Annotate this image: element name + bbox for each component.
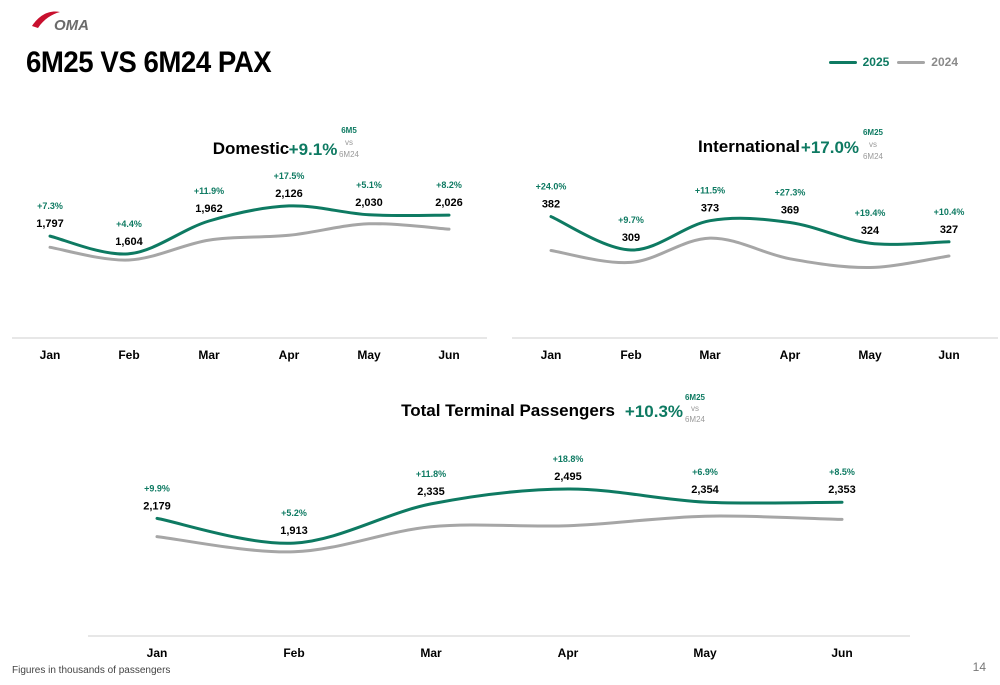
total-x-tick-label: Jun [831, 646, 852, 660]
domestic-data-label: 1,797 [36, 218, 64, 230]
domestic-growth-label: +4.4% [116, 219, 142, 229]
international-data-label: 327 [940, 224, 958, 236]
total-compare-label: 6M24 [685, 415, 706, 424]
international-data-label: 373 [701, 203, 719, 215]
total-compare-label: vs [691, 404, 699, 413]
total-growth-label: +9.9% [144, 483, 170, 493]
international-growth-label: +24.0% [536, 182, 567, 192]
domestic-growth-label: +7.3% [37, 201, 63, 211]
international-data-label: 369 [781, 205, 799, 217]
domestic-chart-title: Domestic [213, 139, 290, 158]
international-series-2025-line [549, 215, 951, 252]
international-compare-label: vs [869, 140, 877, 149]
domestic-data-label: 1,604 [115, 236, 143, 248]
domestic-x-tick-label: Jun [438, 348, 459, 362]
international-growth-label: +27.3% [775, 188, 806, 198]
international-compare-label: 6M25 [863, 128, 884, 137]
international-chart-title: International [698, 137, 800, 156]
total-growth-label: +6.9% [692, 467, 718, 477]
domestic-x-tick-label: Jan [40, 348, 61, 362]
total-growth-label: +11.8% [416, 469, 446, 479]
page-number: 14 [972, 660, 986, 674]
total-data-label: 2,179 [143, 500, 171, 512]
footnote: Figures in thousands of passengers [12, 665, 171, 676]
total-chart-title: Total Terminal Passengers [401, 401, 615, 420]
total-series-2025-line [155, 487, 844, 545]
domestic-x-tick-label: May [357, 348, 381, 362]
domestic-data-label: 2,026 [435, 197, 463, 209]
total-data-label: 2,353 [828, 484, 856, 496]
domestic-growth-label: +17.5% [274, 171, 305, 181]
total-x-tick-label: Mar [420, 646, 442, 660]
international-series-2024-line [549, 236, 951, 270]
total-compare-label: 6M25 [685, 393, 706, 402]
domestic-x-tick-label: Apr [279, 348, 300, 362]
international-data-label: 324 [861, 225, 880, 237]
logo-swoosh [32, 11, 60, 29]
international-x-tick-label: May [858, 348, 882, 362]
legend-swatch-current [828, 60, 857, 64]
total-growth-label: +18.8% [553, 454, 584, 464]
legend-swatch-previous [897, 60, 926, 64]
domestic-growth-label: +11.9% [194, 186, 224, 196]
international-chart-change: +17.0% [801, 138, 859, 157]
domestic-compare-label: 6M24 [339, 150, 360, 159]
international-x-tick-label: Jan [541, 348, 562, 362]
domestic-chart-change: +9.1% [289, 140, 338, 159]
international-compare-label: 6M24 [863, 152, 884, 161]
total-x-tick-label: Feb [283, 646, 304, 660]
domestic-x-tick-label: Mar [198, 348, 220, 362]
domestic-compare-label: 6M5 [341, 126, 357, 135]
international-x-tick-label: Jun [938, 348, 959, 362]
domestic-growth-label: +5.1% [356, 180, 382, 190]
total-x-tick-label: May [693, 646, 717, 660]
page-title: 6M25 VS 6M24 PAX [26, 46, 272, 79]
total-growth-label: +5.2% [281, 508, 307, 518]
legend-label-current: 2025 [862, 55, 890, 69]
total-data-label: 2,354 [691, 484, 719, 496]
domestic-data-label: 2,126 [275, 188, 303, 200]
total-series-2024-line [155, 514, 844, 554]
total-x-tick-label: Jan [147, 646, 168, 660]
domestic-series-2024-line [48, 222, 451, 262]
total-x-tick-label: Apr [558, 646, 579, 660]
chart-legend: 2025 2024 [828, 55, 966, 69]
international-growth-label: +9.7% [618, 215, 644, 225]
domestic-x-tick-label: Feb [118, 348, 139, 362]
oma-logo: OMA [32, 11, 89, 34]
total-data-label: 2,495 [554, 471, 582, 483]
total-data-label: 1,913 [280, 525, 308, 537]
domestic-growth-label: +8.2% [436, 180, 462, 190]
total-data-label: 2,335 [417, 486, 445, 498]
total-growth-label: +8.5% [829, 467, 855, 477]
international-x-tick-label: Feb [620, 348, 641, 362]
international-data-label: 382 [542, 199, 560, 211]
international-growth-label: +19.4% [855, 208, 886, 218]
domestic-compare-label: vs [345, 138, 353, 147]
logo-wordmark: OMA [54, 17, 89, 34]
international-growth-label: +11.5% [695, 186, 725, 196]
international-growth-label: +10.4% [934, 207, 965, 217]
international-x-tick-label: Mar [699, 348, 721, 362]
domestic-data-label: 2,030 [355, 197, 383, 209]
legend-label-previous: 2024 [931, 55, 958, 69]
international-data-label: 309 [622, 232, 640, 244]
international-x-tick-label: Apr [780, 348, 801, 362]
domestic-series-2025-line [48, 204, 451, 256]
domestic-data-label: 1,962 [195, 203, 223, 215]
total-chart-change: +10.3% [625, 402, 683, 421]
